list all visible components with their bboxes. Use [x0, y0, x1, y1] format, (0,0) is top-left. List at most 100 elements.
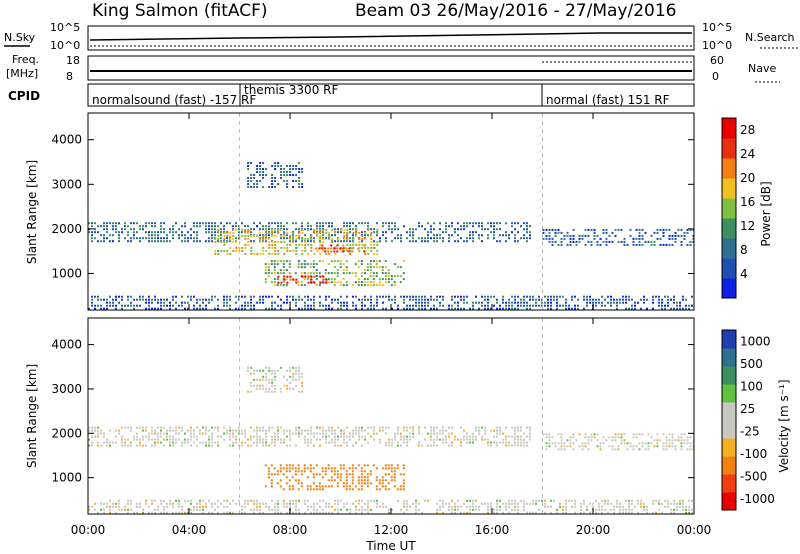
- echo-cell: [306, 272, 309, 275]
- echo-cell: [268, 426, 270, 429]
- echo-cell: [247, 444, 249, 447]
- echo-cell: [229, 246, 232, 249]
- echo-cell: [460, 426, 462, 429]
- echo-cell: [226, 304, 228, 307]
- echo-cell: [397, 228, 399, 231]
- echo-cell: [148, 435, 150, 438]
- echo-cell: [303, 278, 306, 281]
- echo-cell: [325, 438, 327, 441]
- echo-cell: [339, 464, 342, 467]
- echo-cell: [572, 436, 575, 439]
- echo-cell: [97, 432, 99, 435]
- echo-cell: [451, 295, 453, 298]
- echo-cell: [487, 304, 489, 307]
- echo-cell: [283, 237, 285, 240]
- echo-cell: [623, 433, 626, 436]
- echo-cell: [208, 228, 210, 231]
- echo-cell: [381, 485, 384, 488]
- echo-cell: [324, 272, 327, 275]
- echo-cell: [475, 301, 477, 304]
- echo-cell: [463, 429, 465, 432]
- echo-cell: [402, 467, 405, 470]
- echo-cell: [680, 243, 683, 246]
- echo-cell: [490, 231, 492, 234]
- echo-cell: [193, 225, 195, 228]
- echo-cell: [321, 244, 324, 247]
- echo-cell: [369, 473, 372, 476]
- echo-cell: [259, 180, 262, 182]
- echo-cell: [583, 511, 585, 514]
- echo-cell: [256, 171, 259, 173]
- echo-cell: [526, 228, 528, 231]
- echo-cell: [109, 295, 111, 298]
- colorbar-segment: [722, 258, 736, 279]
- echo-cell: [279, 284, 282, 287]
- echo-cell: [415, 298, 417, 301]
- echo-cell: [691, 511, 693, 514]
- echo-cell: [370, 243, 373, 246]
- echo-cell: [283, 438, 285, 441]
- echo-cell: [364, 508, 366, 511]
- echo-cell: [632, 243, 635, 246]
- echo-cell: [274, 369, 277, 372]
- echo-cell: [484, 432, 486, 435]
- echo-cell: [418, 301, 420, 304]
- echo-cell: [295, 234, 298, 237]
- echo-cell: [523, 441, 525, 444]
- echo-cell: [322, 225, 324, 228]
- echo-cell: [406, 435, 408, 438]
- echo-cell: [611, 439, 614, 442]
- echo-cell: [343, 222, 345, 225]
- echo-cell: [190, 438, 192, 441]
- echo-cell: [145, 499, 147, 502]
- echo-cell: [592, 505, 594, 508]
- echo-cell: [532, 499, 534, 502]
- echo-cell: [309, 488, 312, 491]
- echo-cell: [286, 237, 288, 240]
- echo-cell: [142, 438, 144, 441]
- echo-cell: [115, 225, 117, 228]
- echo-cell: [545, 237, 548, 240]
- echo-cell: [127, 426, 129, 429]
- echo-cell: [478, 508, 480, 511]
- echo-cell: [223, 298, 225, 301]
- echo-cell: [279, 470, 282, 473]
- echo-cell: [277, 429, 279, 432]
- echo-cell: [625, 307, 627, 310]
- echo-cell: [370, 234, 373, 237]
- echo-cell: [384, 473, 387, 476]
- echo-cell: [505, 240, 507, 243]
- echo-cell: [148, 231, 150, 234]
- echo-cell: [493, 237, 495, 240]
- echo-cell: [390, 479, 393, 482]
- echo-cell: [280, 237, 282, 240]
- echo-cell: [502, 301, 504, 304]
- echo-cell: [160, 301, 162, 304]
- echo-cell: [457, 301, 459, 304]
- echo-cell: [496, 426, 498, 429]
- echo-cell: [628, 508, 630, 511]
- echo-cell: [433, 432, 435, 435]
- echo-cell: [493, 295, 495, 298]
- echo-cell: [652, 502, 654, 505]
- echo-cell: [315, 263, 318, 266]
- echo-cell: [265, 174, 268, 176]
- echo-cell: [551, 240, 554, 243]
- echo-cell: [650, 436, 653, 439]
- echo-cell: [523, 505, 525, 508]
- echo-cell: [466, 222, 468, 225]
- echo-cell: [526, 441, 528, 444]
- echo-cell: [448, 432, 450, 435]
- echo-cell: [97, 444, 99, 447]
- echo-cell: [316, 225, 318, 228]
- echo-cell: [436, 298, 438, 301]
- echo-cell: [202, 499, 204, 502]
- echo-cell: [475, 508, 477, 511]
- echo-cell: [439, 234, 441, 237]
- echo-cell: [357, 284, 360, 287]
- echo-cell: [199, 502, 201, 505]
- echo-cell: [133, 228, 135, 231]
- echo-cell: [259, 301, 261, 304]
- echo-cell: [211, 432, 213, 435]
- echo-cell: [295, 298, 297, 301]
